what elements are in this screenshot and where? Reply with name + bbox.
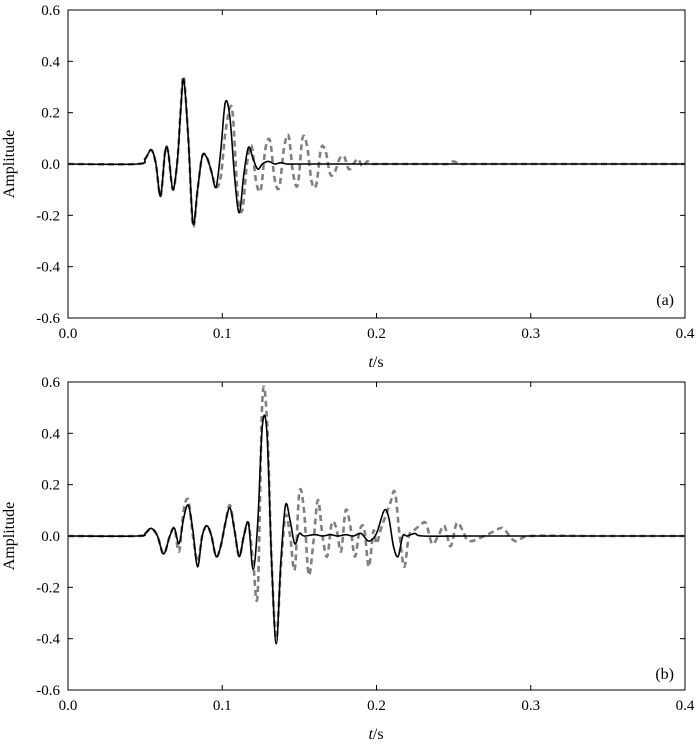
x-tick-label: 0.0	[59, 326, 78, 342]
y-tick-label: 0.2	[41, 106, 60, 122]
x-tick-label: 0.0	[59, 698, 78, 714]
x-axis-ticks: 0.0 0.1 0.2 0.3 0.4	[59, 382, 695, 714]
panel-label-a: (a)	[656, 292, 674, 309]
x-tick-label: 0.2	[367, 698, 386, 714]
y-tick-label: 0.4	[41, 426, 60, 442]
x-tick-label: 0.3	[521, 698, 540, 714]
x-axis-label: t/s	[368, 354, 383, 371]
chart-panel-a: 0.6 0.4 0.2 0.0 -0.2 -0.4 -0.6 0.0 0.1 0.2 0.3 0.4…	[1, 3, 695, 371]
y-tick-label: -0.6	[36, 311, 60, 327]
y-axis-label: Amplitude	[1, 502, 18, 570]
series-layer	[67, 74, 685, 229]
x-tick-label: 0.3	[521, 326, 540, 342]
y-tick-label: 0.0	[41, 157, 60, 173]
y-axis-label: Amplitude	[1, 130, 18, 198]
y-tick-label: 0.2	[41, 478, 60, 494]
x-axis-ticks: 0.0 0.1 0.2 0.3 0.4	[59, 10, 695, 342]
x-tick-label: 0.2	[367, 326, 386, 342]
chart-panel-b: 0.6 0.4 0.2 0.0 -0.2 -0.4 -0.6 0.0 0.1 0.2 0.3 0.4…	[1, 375, 695, 743]
panel-label-b: (b)	[655, 666, 674, 683]
y-tick-label: 0.6	[41, 375, 60, 391]
series-line-solid	[67, 414, 685, 645]
y-tick-label: -0.4	[36, 260, 60, 276]
y-axis-ticks: 0.6 0.4 0.2 0.0 -0.2 -0.4 -0.6	[36, 375, 685, 699]
x-tick-label: 0.1	[213, 326, 232, 342]
y-tick-label: -0.4	[36, 632, 60, 648]
series-line-dashed	[67, 385, 685, 640]
x-tick-label: 0.4	[676, 698, 695, 714]
series-line-dashed	[67, 74, 685, 229]
x-tick-label: 0.1	[213, 698, 232, 714]
y-tick-label: 0.6	[41, 3, 60, 19]
y-tick-label: 0.0	[41, 529, 60, 545]
x-axis-label: t/s	[368, 726, 383, 743]
y-tick-label: -0.2	[36, 580, 60, 596]
series-line-solid	[67, 78, 685, 226]
x-tick-label: 0.4	[676, 326, 695, 342]
y-tick-label: 0.4	[41, 54, 60, 70]
y-tick-label: -0.6	[36, 683, 60, 699]
y-tick-label: -0.2	[36, 208, 60, 224]
series-layer	[67, 385, 685, 645]
